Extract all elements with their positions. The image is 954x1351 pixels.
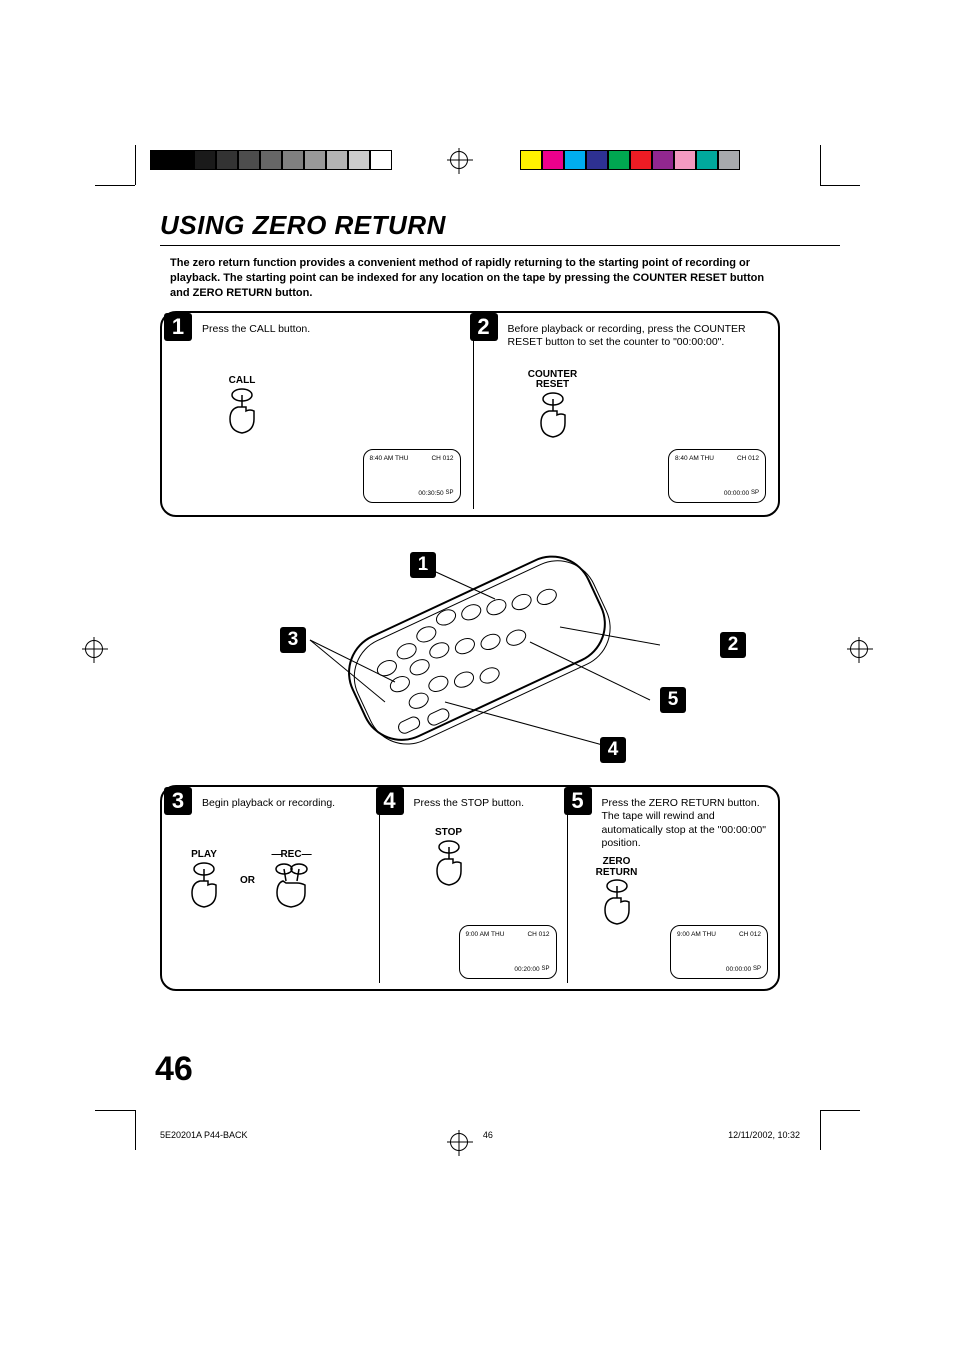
step-5-osd: 9:00 AM THU CH 012 00:00:00 SP: [670, 925, 768, 979]
call-button-label: CALL: [229, 376, 256, 387]
press-call-icon: [220, 387, 264, 437]
stop-label: STOP: [435, 828, 462, 839]
zero-return-label: ZERO RETURN: [596, 857, 638, 878]
step-2-osd: 8:40 AM THU CH 012 00:00:00 SP: [668, 449, 766, 503]
osd1-counter: 00:30:50: [418, 490, 443, 497]
step-1-number: 1: [164, 313, 192, 341]
step-2-text: Before playback or recording, press the …: [508, 323, 767, 350]
osd5-ch: CH 012: [739, 931, 761, 938]
remote-diagram: 1 2 3 4 5: [160, 537, 780, 777]
press-zero-return-icon: [595, 878, 639, 928]
step-5-text: Press the ZERO RETURN button. The tape w…: [602, 797, 767, 852]
osd2-time: 8:40 AM THU: [675, 455, 714, 462]
step-3: 3 Begin playback or recording. PLAY OR —…: [168, 793, 373, 983]
step-5-number: 5: [564, 787, 592, 815]
step-4-number: 4: [376, 787, 404, 815]
osd4-counter: 00:20:00: [514, 966, 539, 973]
press-play-icon: [182, 861, 226, 911]
step-1: 1 Press the CALL button. CALL 8:40 AM TH…: [168, 319, 467, 509]
footer: 5E20201A P44-BACK 46 12/11/2002, 10:32: [160, 1130, 800, 1140]
osd4-ch: CH 012: [527, 931, 549, 938]
osd5-time: 9:00 AM THU: [677, 931, 716, 938]
remote-illustration: [280, 537, 660, 777]
step-3-number: 3: [164, 787, 192, 815]
play-label: PLAY: [191, 850, 217, 861]
osd2-counter: 00:00:00: [724, 490, 749, 497]
step-1-osd: 8:40 AM THU CH 012 00:30:50 SP: [363, 449, 461, 503]
steps-row-bottom: 3 Begin playback or recording. PLAY OR —…: [160, 785, 780, 991]
or-label: OR: [240, 875, 255, 886]
step-4-osd: 9:00 AM THU CH 012 00:20:00 SP: [459, 925, 557, 979]
osd2-mode: SP: [751, 490, 759, 497]
osd4-mode: SP: [541, 966, 549, 973]
step-3-text: Begin playback or recording.: [202, 797, 367, 811]
osd1-mode: SP: [445, 490, 453, 497]
callout-5: 5: [660, 687, 686, 713]
intro-text: The zero return function provides a conv…: [170, 256, 770, 301]
rec-label: —REC—: [271, 850, 310, 861]
osd4-time: 9:00 AM THU: [466, 931, 505, 938]
osd2-ch: CH 012: [737, 455, 759, 462]
steps-row-top: 1 Press the CALL button. CALL 8:40 AM TH…: [160, 311, 780, 517]
osd5-counter: 00:00:00: [726, 966, 751, 973]
footer-date: 12/11/2002, 10:32: [728, 1130, 800, 1140]
press-counter-reset-icon: [531, 391, 575, 441]
press-rec-icon: [269, 861, 313, 911]
page-title: USING ZERO RETURN: [160, 210, 840, 246]
step-4-text: Press the STOP button.: [414, 797, 555, 811]
page-number: 46: [155, 1050, 193, 1089]
counter-reset-label: COUNTER RESET: [528, 370, 577, 391]
step-4: 4 Press the STOP button. STOP 9:00 AM TH…: [379, 793, 561, 983]
footer-page: 46: [483, 1130, 493, 1140]
callout-2: 2: [720, 632, 746, 658]
step-2-number: 2: [470, 313, 498, 341]
press-stop-icon: [427, 839, 471, 889]
footer-file: 5E20201A P44-BACK: [160, 1130, 248, 1140]
step-5: 5 Press the ZERO RETURN button. The tape…: [567, 793, 773, 983]
osd1-ch: CH 012: [431, 455, 453, 462]
osd5-mode: SP: [753, 966, 761, 973]
step-1-text: Press the CALL button.: [202, 323, 461, 337]
osd1-time: 8:40 AM THU: [370, 455, 409, 462]
step-2: 2 Before playback or recording, press th…: [473, 319, 773, 509]
